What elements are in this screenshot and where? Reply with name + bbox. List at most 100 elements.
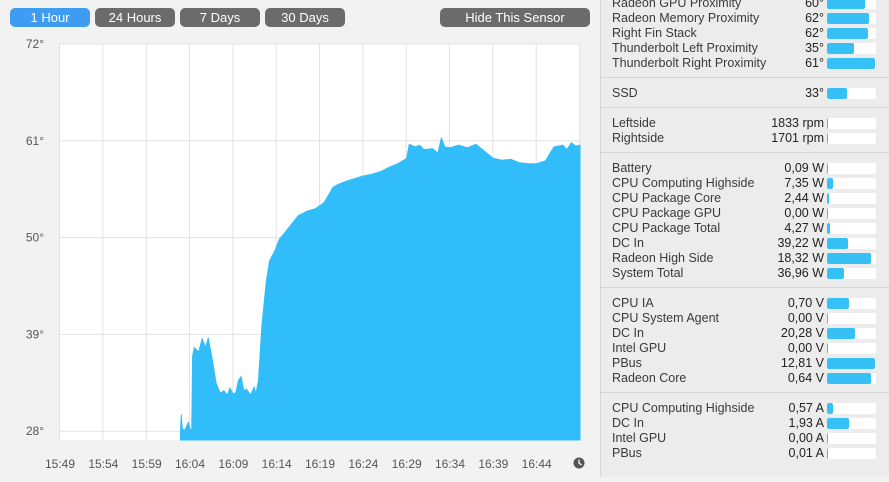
group-separator xyxy=(601,152,889,153)
x-tick-label: 16:04 xyxy=(175,457,205,471)
sensor-level-fill xyxy=(827,358,875,369)
sensor-value: 60° xyxy=(805,0,824,10)
sensor-row[interactable]: PBus 12,81 V xyxy=(601,356,889,371)
sensor-level-bar xyxy=(827,28,876,39)
sensor-name: Right Fin Stack xyxy=(612,26,697,40)
sensor-row[interactable]: Intel GPU 0,00 A xyxy=(601,431,889,446)
sensor-name: PBus xyxy=(612,446,642,460)
x-tick-label: 16:39 xyxy=(478,457,508,471)
x-tick-label: 16:34 xyxy=(435,457,465,471)
sensor-level-bar xyxy=(827,193,876,204)
sensor-level-bar xyxy=(827,253,876,264)
sensor-level-fill xyxy=(827,163,828,174)
sensor-row[interactable]: CPU Package GPU 0,00 W xyxy=(601,206,889,221)
sensor-level-fill xyxy=(827,193,829,204)
sensor-value: 7,35 W xyxy=(784,176,824,190)
x-tick-label: 16:09 xyxy=(218,457,248,471)
sensor-row[interactable]: Radeon Memory Proximity 62° xyxy=(601,11,889,26)
sensor-level-fill xyxy=(827,28,868,39)
sensor-row[interactable]: SSD 33° xyxy=(601,86,889,101)
sensor-level-fill xyxy=(827,0,865,9)
sensor-level-bar xyxy=(827,208,876,219)
sensor-row[interactable]: Leftside 1833 rpm xyxy=(601,116,889,131)
sensor-level-fill xyxy=(827,328,855,339)
sensor-value: 0,64 V xyxy=(787,371,824,385)
range-30-days-button[interactable]: 30 Days xyxy=(265,8,345,27)
sensor-row[interactable]: CPU System Agent 0,00 V xyxy=(601,311,889,326)
x-tick-label: 15:59 xyxy=(132,457,162,471)
sensor-row[interactable]: Radeon GPU Proximity 60° xyxy=(601,0,889,11)
sensor-value: 1,93 A xyxy=(788,416,824,430)
y-tick-label: 61° xyxy=(26,134,44,148)
sensor-name: SSD xyxy=(612,86,638,100)
sensor-name: Battery xyxy=(612,161,652,175)
sensor-row[interactable]: DC In 20,28 V xyxy=(601,326,889,341)
sensor-level-bar xyxy=(827,433,876,444)
sensor-row[interactable]: CPU Package Core 2,44 W xyxy=(601,191,889,206)
sensor-level-fill xyxy=(827,343,828,354)
sensor-row[interactable]: CPU Computing Highside 7,35 W xyxy=(601,176,889,191)
range-24-hours-button[interactable]: 24 Hours xyxy=(95,8,175,27)
sensor-level-bar xyxy=(827,238,876,249)
sensor-row[interactable]: Battery 0,09 W xyxy=(601,161,889,176)
range-7-days-button[interactable]: 7 Days xyxy=(180,8,260,27)
sensor-level-fill xyxy=(827,403,833,414)
sensor-row[interactable]: Thunderbolt Left Proximity 35° xyxy=(601,41,889,56)
sensor-level-fill xyxy=(827,13,869,24)
sensor-value: 62° xyxy=(805,26,824,40)
sensor-row[interactable]: PBus 0,01 A xyxy=(601,446,889,461)
sensor-row[interactable]: CPU Package Total 4,27 W xyxy=(601,221,889,236)
sensor-level-bar xyxy=(827,223,876,234)
hide-sensor-button[interactable]: Hide This Sensor xyxy=(440,8,590,27)
sensor-level-bar xyxy=(827,0,876,9)
sensor-level-bar xyxy=(827,58,876,69)
sensor-row[interactable]: Thunderbolt Right Proximity 61° xyxy=(601,56,889,71)
x-tick-label: 16:44 xyxy=(522,457,552,471)
sensor-level-fill xyxy=(827,313,828,324)
sensor-level-bar xyxy=(827,268,876,279)
sensor-name: Thunderbolt Right Proximity xyxy=(612,56,767,70)
sensor-value: 0,00 V xyxy=(787,341,824,355)
sensor-level-fill xyxy=(827,43,854,54)
sensor-row[interactable]: CPU IA 0,70 V xyxy=(601,296,889,311)
sensor-name: Radeon Core xyxy=(612,371,687,385)
sensor-name: CPU Computing Highside xyxy=(612,401,755,415)
sensor-row[interactable]: CPU Computing Highside 0,57 A xyxy=(601,401,889,416)
sensor-level-bar xyxy=(827,403,876,414)
clock-hands xyxy=(578,459,582,466)
sensor-level-bar xyxy=(827,448,876,459)
sensor-value: 61° xyxy=(805,56,824,70)
sensor-value: 18,32 W xyxy=(777,251,824,265)
sensor-list-panel: Radeon GPU Proximity 60° Radeon Memory Pro… xyxy=(600,0,889,477)
sensor-name: CPU IA xyxy=(612,296,654,310)
sensor-value: 39,22 W xyxy=(777,236,824,250)
sensor-name: CPU System Agent xyxy=(612,311,719,325)
graph-pane: 1 Hour 24 Hours 7 Days 30 Days Hide This… xyxy=(10,8,590,471)
x-tick-label: 16:19 xyxy=(305,457,335,471)
x-tick-label: 16:29 xyxy=(392,457,422,471)
sensor-level-fill xyxy=(827,253,871,264)
sensor-row[interactable]: Intel GPU 0,00 V xyxy=(601,341,889,356)
sensor-row[interactable]: DC In 39,22 W xyxy=(601,236,889,251)
range-1-hour-button[interactable]: 1 Hour xyxy=(10,8,90,27)
sensor-level-bar xyxy=(827,163,876,174)
x-tick-label: 16:14 xyxy=(262,457,292,471)
sensor-row[interactable]: Right Fin Stack 62° xyxy=(601,26,889,41)
sensor-name: Rightside xyxy=(612,131,665,145)
y-tick-label: 39° xyxy=(26,327,44,341)
sensor-name: Radeon Memory Proximity xyxy=(612,11,760,25)
sensor-row[interactable]: Radeon High Side 18,32 W xyxy=(601,251,889,266)
sensor-level-bar xyxy=(827,418,876,429)
sensor-row[interactable]: Rightside 1701 rpm xyxy=(601,131,889,146)
sensor-row[interactable]: System Total 36,96 W xyxy=(601,266,889,281)
sensor-row[interactable]: Radeon Core 0,64 V xyxy=(601,371,889,386)
sensor-level-bar xyxy=(827,313,876,324)
sensor-level-bar xyxy=(827,88,876,99)
sensor-name: PBus xyxy=(612,356,642,370)
sensor-value: 0,00 V xyxy=(787,311,824,325)
sensor-level-fill xyxy=(827,208,828,219)
sensor-value: 0,57 A xyxy=(788,401,824,415)
sensor-row[interactable]: DC In 1,93 A xyxy=(601,416,889,431)
sensor-level-fill xyxy=(827,448,828,459)
sensor-name: CPU Package Total xyxy=(612,221,721,235)
